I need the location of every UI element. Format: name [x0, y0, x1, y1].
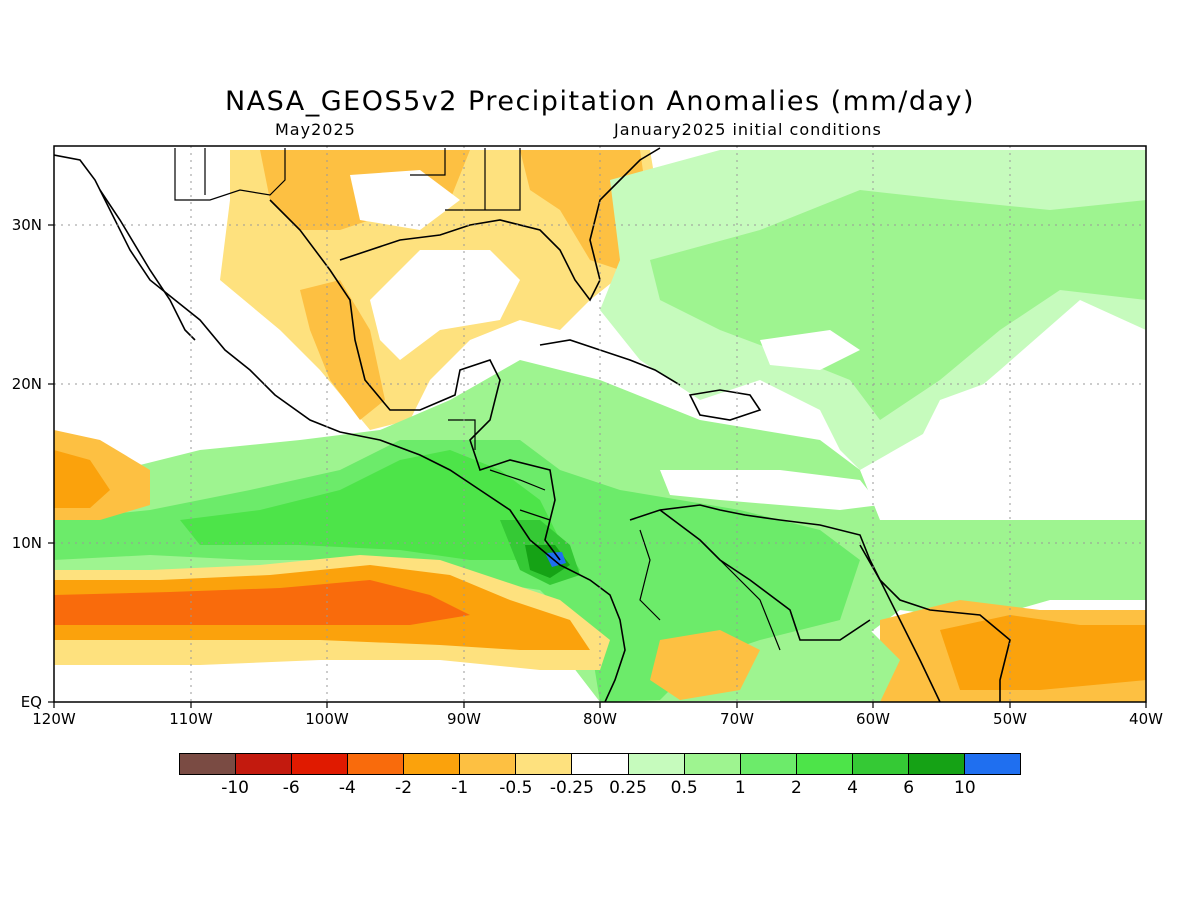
legend-label: 0.5 [670, 778, 698, 798]
wet-region-central-america [180, 450, 580, 580]
white-caribbean-patch [660, 470, 880, 510]
legend-swatch [516, 754, 573, 774]
lon-label: 90W [447, 710, 481, 728]
white-atlantic-patch [760, 330, 860, 370]
legend-swatch [404, 754, 461, 774]
latitude-labels: EQ 10N 20N 30N [12, 216, 42, 711]
white-gulf-center [370, 250, 520, 360]
lat-label: 10N [12, 534, 42, 552]
white-atlantic-east [900, 330, 1146, 505]
wet-region-atlantic-mid [650, 190, 1146, 420]
dry-region-pacific-west-core [54, 450, 110, 508]
legend-swatch [796, 754, 853, 774]
anomaly-field [54, 146, 1146, 702]
legend-label: -0.5 [499, 778, 533, 798]
lon-label: 60W [856, 710, 890, 728]
legend-label: -10 [221, 778, 250, 798]
legend-swatch [572, 754, 629, 774]
legend-label: 0.25 [609, 778, 647, 798]
graticule [54, 146, 1146, 702]
legend-swatch [908, 754, 965, 774]
lon-label: 100W [305, 710, 349, 728]
color-legend [179, 753, 1021, 775]
legend-swatch [180, 754, 237, 774]
legend-swatch [964, 754, 1020, 774]
axis-ticks [48, 224, 1147, 708]
legend-label: -6 [282, 778, 300, 798]
legend-swatch [460, 754, 517, 774]
legend-label: -1 [451, 778, 469, 798]
dry-region-mexico [300, 280, 385, 420]
legend-label: -2 [395, 778, 413, 798]
dry-region-guianas-core [940, 615, 1146, 690]
lon-label: 70W [720, 710, 754, 728]
initial-conditions-label: January2025 initial conditions [614, 120, 882, 139]
legend-label: 10 [954, 778, 976, 798]
lon-label: 50W [993, 710, 1027, 728]
lat-label: 20N [12, 375, 42, 393]
dry-region-pacific-core [54, 580, 470, 625]
legend-swatch [852, 754, 909, 774]
legend-swatch [628, 754, 685, 774]
legend-label: 2 [791, 778, 802, 798]
legend-label: 4 [847, 778, 859, 798]
longitude-labels: 120W 110W 100W 90W 80W 70W 60W 50W 40W [32, 710, 1163, 728]
legend-label: -4 [338, 778, 356, 798]
country-borders [174, 148, 781, 651]
legend-swatch [684, 754, 741, 774]
coastlines [54, 147, 1011, 702]
dry-region-colombia [650, 630, 760, 700]
lon-label: 110W [169, 710, 213, 728]
map-title: NASA_GEOS5v2 Precipitation Anomalies (mm… [224, 86, 976, 117]
lon-label: 80W [583, 710, 617, 728]
white-gulf-upper [350, 170, 460, 230]
lat-label: EQ [21, 693, 42, 711]
lon-label: 40W [1129, 710, 1163, 728]
valid-month-label: May2025 [275, 120, 356, 139]
lon-label: 120W [32, 710, 76, 728]
legend-swatch [740, 754, 797, 774]
legend-label: -0.25 [549, 778, 594, 798]
legend-swatch [236, 754, 293, 774]
legend-label: 6 [903, 778, 915, 798]
lat-label: 30N [12, 216, 42, 234]
legend-swatch [292, 754, 349, 774]
legend-label: 1 [734, 778, 746, 798]
legend-swatch [348, 754, 405, 774]
wet-region-extreme [545, 552, 566, 567]
